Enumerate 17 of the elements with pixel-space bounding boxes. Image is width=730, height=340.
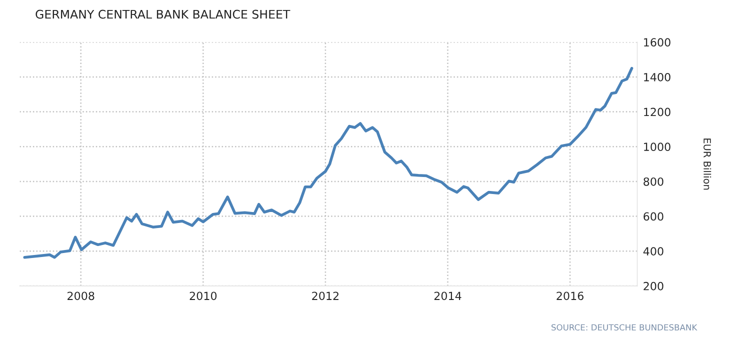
y-tick-label: 1000 [644, 142, 670, 152]
x-tick-label: 2010 [190, 292, 217, 300]
y-tick-label: 1600 [644, 38, 670, 47]
chart-title: GERMANY CENTRAL BANK BALANCE SHEET [36, 10, 290, 19]
x-tick-label: 2014 [434, 292, 462, 300]
x-tick-label: 2008 [68, 292, 94, 300]
y-tick-label: 400 [643, 247, 664, 256]
line-series [23, 66, 634, 259]
y-tick-label: 600 [644, 212, 664, 221]
y-tick-label: 1200 [644, 108, 670, 116]
y-axis-title: EUR Billion [704, 138, 712, 190]
y-tick-label: 1400 [644, 72, 670, 82]
y-tick-label: 800 [644, 177, 664, 186]
y-tick-label: 200 [644, 282, 664, 290]
x-tick-label: 2016 [556, 292, 584, 300]
x-tick-label: 2012 [312, 292, 338, 300]
source-note: SOURCE: DEUTSCHE BUNDESBANK [552, 324, 698, 331]
